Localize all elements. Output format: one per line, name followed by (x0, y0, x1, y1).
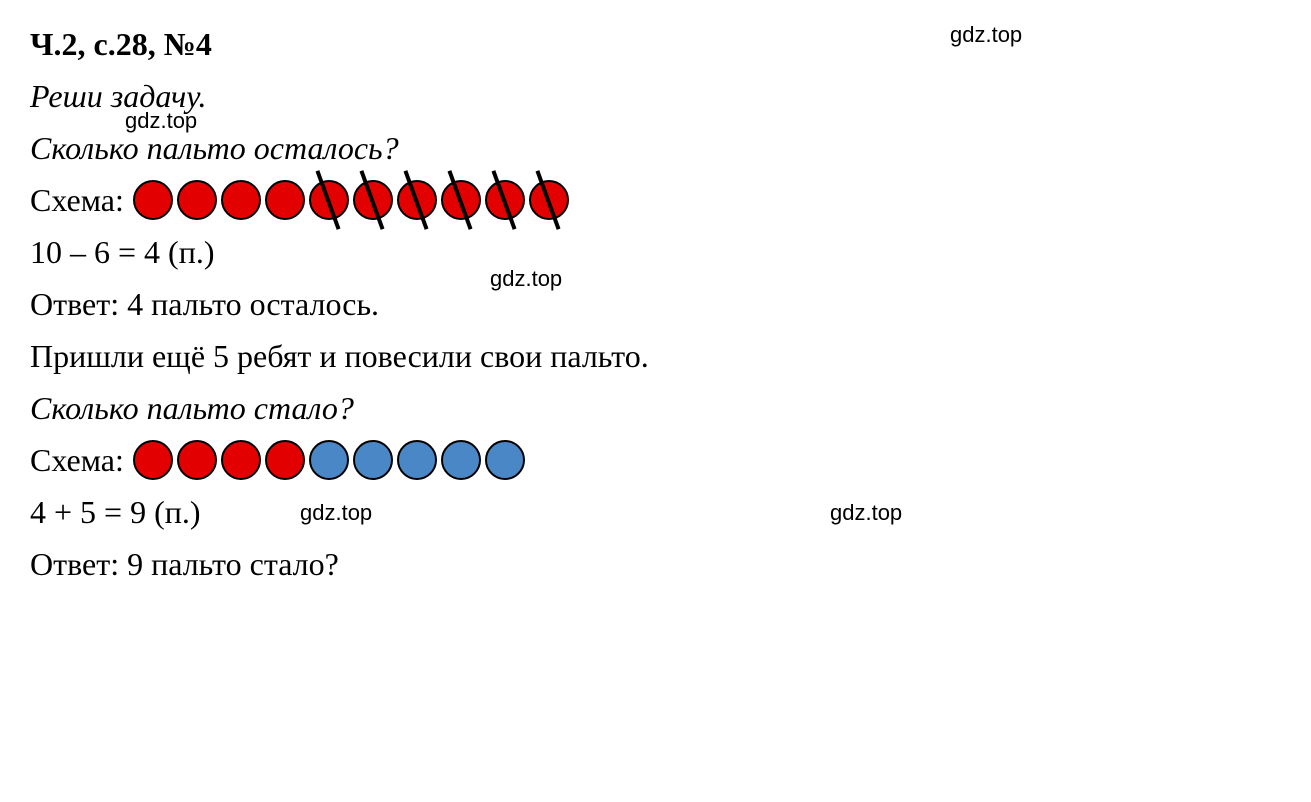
watermark-1: gdz.top (950, 18, 1022, 51)
instruction-line: Реши задачу. gdz.top (30, 72, 1281, 120)
equation1-text: 10 – 6 = 4 (п.) (30, 234, 214, 270)
circle-item (264, 439, 306, 481)
circle-item (176, 179, 218, 221)
circle-item (396, 179, 438, 221)
header-text: Ч.2, с.28, №4 (30, 26, 212, 62)
watermark-4: gdz.top (300, 496, 372, 529)
watermark-5: gdz.top (830, 496, 902, 529)
schema1-label: Схема: (30, 176, 124, 224)
circle-icon (221, 440, 261, 480)
circle-item (220, 439, 262, 481)
circle-item (352, 179, 394, 221)
circle-icon (397, 440, 437, 480)
question2-text: Сколько пальто стало? (30, 390, 354, 426)
circle-icon (265, 440, 305, 480)
continuation-line: Пришли ещё 5 ребят и повесили свои пальт… (30, 332, 1281, 380)
schema2-line: Схема: (30, 436, 1281, 484)
equation2-line: 4 + 5 = 9 (п.) gdz.top gdz.top (30, 488, 1281, 536)
circle-item (440, 179, 482, 221)
circle-icon (265, 180, 305, 220)
circle-item (308, 439, 350, 481)
circle-icon (133, 440, 173, 480)
circle-item (484, 179, 526, 221)
question2-line: Сколько пальто стало? (30, 384, 1281, 432)
circle-item (220, 179, 262, 221)
circle-icon (309, 440, 349, 480)
document-content: Ч.2, с.28, №4 gdz.top Реши задачу. gdz.t… (30, 20, 1281, 588)
circle-item (528, 179, 570, 221)
question1-text: Сколько пальто осталось? (30, 130, 399, 166)
circle-item (484, 439, 526, 481)
circle-icon (485, 440, 525, 480)
answer1-text: Ответ: 4 пальто осталось. (30, 286, 379, 322)
watermark-3: gdz.top (490, 262, 562, 295)
question1-line: Сколько пальто осталось? (30, 124, 1281, 172)
schema2-circles (132, 439, 526, 481)
equation2-text: 4 + 5 = 9 (п.) (30, 494, 201, 530)
answer2-text: Ответ: 9 пальто стало? (30, 546, 339, 582)
schema1-line: Схема: (30, 176, 1281, 224)
header-line: Ч.2, с.28, №4 gdz.top (30, 20, 1281, 68)
answer2-line: Ответ: 9 пальто стало? (30, 540, 1281, 588)
circle-icon (441, 440, 481, 480)
circle-item (132, 179, 174, 221)
circle-icon (353, 440, 393, 480)
circle-icon (133, 180, 173, 220)
schema2-label: Схема: (30, 436, 124, 484)
circle-item (440, 439, 482, 481)
answer1-line: gdz.top Ответ: 4 пальто осталось. (30, 280, 1281, 328)
circle-item (176, 439, 218, 481)
circle-icon (221, 180, 261, 220)
circle-icon (177, 440, 217, 480)
circle-item (308, 179, 350, 221)
circle-item (264, 179, 306, 221)
circle-item (396, 439, 438, 481)
equation1-line: 10 – 6 = 4 (п.) (30, 228, 1281, 276)
circle-item (352, 439, 394, 481)
circle-icon (177, 180, 217, 220)
schema1-circles (132, 179, 570, 221)
continuation-text: Пришли ещё 5 ребят и повесили свои пальт… (30, 338, 649, 374)
circle-item (132, 439, 174, 481)
